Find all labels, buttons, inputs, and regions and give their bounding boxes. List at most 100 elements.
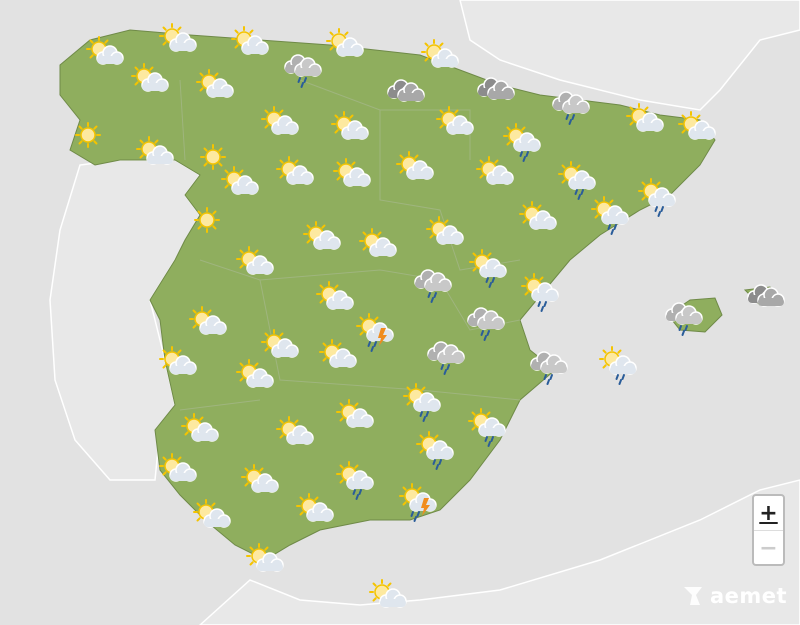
forecast-icon-sun-cloud[interactable] [159, 23, 197, 52]
forecast-icon-sun-cloud[interactable] [359, 228, 397, 257]
forecast-icon-sun-cloud[interactable] [678, 111, 716, 140]
forecast-icon-sun-cloud[interactable] [331, 111, 369, 140]
rain-icon [297, 77, 307, 88]
forecast-icon-sun-cloud[interactable] [196, 69, 234, 98]
forecast-icon-sun-cloud[interactable] [189, 306, 227, 335]
forecast-icon-cloud-dark[interactable] [477, 77, 515, 100]
forecast-icon-sun-cloud[interactable] [131, 63, 169, 92]
cloud-icon [241, 35, 269, 55]
forecast-icon-sun-cloud[interactable] [181, 413, 219, 442]
rain-icon [484, 436, 494, 447]
cloud-icon [141, 72, 169, 92]
forecast-icon-sun[interactable] [75, 122, 101, 148]
rain-icon [565, 114, 575, 125]
cloud-icon [329, 348, 357, 368]
forecast-icon-sun[interactable] [200, 144, 226, 170]
forecast-icon-cloud-dark[interactable] [747, 284, 785, 307]
forecast-icon-sun-cloud[interactable] [136, 136, 174, 165]
forecast-icon-sun-cloud[interactable] [626, 103, 664, 132]
forecast-icon-sun-cloud[interactable] [261, 329, 299, 358]
forecast-icon-sun-cloud[interactable] [303, 221, 341, 250]
forecast-icon-sun-cloud[interactable] [396, 151, 434, 180]
forecast-icon-sun-cloud[interactable] [319, 339, 357, 368]
cloud-icon [341, 120, 369, 140]
rain-icon [519, 151, 529, 162]
forecast-icon-sun-cloud-rain[interactable] [336, 461, 374, 500]
rain-icon [427, 292, 437, 303]
forecast-icon-sun-cloud[interactable] [333, 158, 371, 187]
forecast-icon-sun-cloud[interactable] [241, 464, 279, 493]
forecast-icon-sun-cloud[interactable] [421, 39, 459, 68]
forecast-icon-sun-cloud-rain[interactable] [416, 431, 454, 470]
forecast-icon-sun-cloud[interactable] [231, 26, 269, 55]
forecast-icon-sun-cloud[interactable] [276, 156, 314, 185]
forecast-icon-sun-cloud-rain[interactable] [469, 249, 507, 288]
forecast-icon-sun-cloud[interactable] [159, 346, 197, 375]
zoom-control: + − [752, 494, 785, 566]
cloud-icon [251, 473, 279, 493]
forecast-icon-cloud-rain[interactable] [467, 307, 505, 341]
zoom-out-button[interactable]: − [754, 530, 783, 565]
forecast-icon-sun-cloud-rain[interactable] [638, 178, 676, 217]
lightning-icon [421, 498, 430, 516]
forecast-icon-cloud-rain[interactable] [414, 269, 452, 303]
cloud-icon [379, 588, 407, 608]
rain-icon [419, 411, 429, 422]
forecast-icon-sun-cloud[interactable] [336, 399, 374, 428]
cloud-icon [169, 355, 197, 375]
forecast-icon-sun-cloud-rain[interactable] [591, 196, 629, 235]
cloud-icon [326, 290, 354, 310]
forecast-icon-sun-cloud[interactable] [193, 499, 231, 528]
cloud-icon [487, 80, 515, 100]
cloud-icon [191, 422, 219, 442]
forecast-icon-sun[interactable] [194, 207, 220, 233]
forecast-icon-sun-cloud[interactable] [221, 166, 259, 195]
forecast-icon-sun-cloud[interactable] [246, 543, 284, 572]
forecast-icon-sun-cloud[interactable] [86, 36, 124, 65]
cloud-icon [286, 165, 314, 185]
zoom-in-button[interactable]: + [759, 500, 778, 526]
aemet-logo-icon [684, 587, 702, 605]
forecast-icon-cloud-rain[interactable] [284, 54, 322, 88]
forecast-icon-cloud-rain[interactable] [665, 302, 703, 336]
cloud-icon [199, 315, 227, 335]
cloud-icon [675, 305, 703, 325]
rain-icon [485, 277, 495, 288]
aemet-logo: aemet [682, 584, 787, 608]
forecast-icon-sun-cloud-rain[interactable] [558, 161, 596, 200]
forecast-icon-sun-cloud[interactable] [436, 106, 474, 135]
forecast-icon-sun-cloud-storm[interactable] [399, 483, 437, 522]
cloud-icon [146, 145, 174, 165]
forecast-icon-cloud-dark[interactable] [387, 79, 425, 102]
forecast-icon-sun-cloud-rain[interactable] [468, 408, 506, 447]
forecast-icon-sun-cloud[interactable] [476, 156, 514, 185]
rain-icon [432, 459, 442, 470]
forecast-icon-sun-cloud[interactable] [261, 106, 299, 135]
cloud-icon [306, 502, 334, 522]
forecast-icon-sun-cloud[interactable] [159, 453, 197, 482]
cloud-icon [346, 470, 374, 490]
forecast-icon-sun-cloud[interactable] [316, 281, 354, 310]
cloud-icon [96, 45, 124, 65]
cloud-icon [636, 112, 664, 132]
forecast-icon-cloud-rain[interactable] [427, 341, 465, 375]
forecast-icon-sun-cloud[interactable] [236, 246, 274, 275]
cloud-icon [286, 425, 314, 445]
rain-icon [574, 189, 584, 200]
forecast-icon-sun-cloud-rain[interactable] [403, 383, 441, 422]
forecast-icon-sun-cloud[interactable] [276, 416, 314, 445]
forecast-icon-sun-cloud[interactable] [236, 359, 274, 388]
forecast-icon-cloud-rain[interactable] [552, 91, 590, 125]
forecast-icon-sun-cloud-rain[interactable] [503, 123, 541, 162]
forecast-icon-sun-cloud[interactable] [519, 201, 557, 230]
forecast-icon-sun-cloud[interactable] [426, 216, 464, 245]
cloud-icon [169, 462, 197, 482]
forecast-icon-sun-cloud[interactable] [326, 28, 364, 57]
forecast-icon-sun-cloud[interactable] [369, 579, 407, 608]
forecast-icon-sun-cloud-rain[interactable] [599, 346, 637, 385]
forecast-icon-sun-cloud-rain[interactable] [521, 273, 559, 312]
forecast-icon-cloud-rain[interactable] [530, 351, 568, 385]
forecast-icon-sun-cloud[interactable] [296, 493, 334, 522]
forecast-icon-sun-cloud-storm[interactable] [356, 313, 394, 352]
